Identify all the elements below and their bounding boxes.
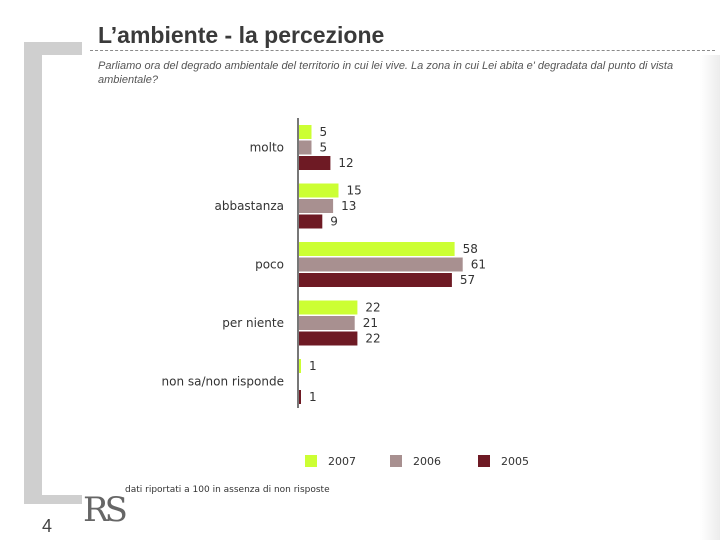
legend-label: 2005 [501,455,529,468]
data-label: 1 [309,359,317,373]
bar-2006 [298,199,334,213]
bar-2007 [298,183,339,198]
category-label: abbastanza [214,199,284,213]
data-label: 57 [460,273,475,287]
bar-2005 [298,214,323,229]
bar-2007 [298,300,358,315]
data-label: 5 [320,125,328,139]
bar-2005 [298,331,358,346]
company-logo: RS [83,490,128,530]
data-label: 61 [471,258,486,272]
decorative-bracket-inner [42,55,92,495]
data-label: 21 [363,316,378,330]
data-label: 15 [347,184,362,198]
category-label: molto [250,141,284,155]
bar-2006 [298,316,355,330]
legend-swatch [478,455,490,467]
bar-2007 [298,359,301,373]
data-label: 22 [365,301,380,315]
category-label: poco [255,258,284,272]
category-label: per niente [222,316,284,330]
bar-2006 [298,257,463,272]
bar-2006 [298,140,312,155]
bar-2005 [298,273,452,287]
data-label: 5 [320,141,328,155]
legend-label: 2007 [328,455,356,468]
footnote: dati riportati a 100 in assenza di non r… [125,485,330,495]
bar-2005 [298,390,301,404]
bar-2007 [298,242,455,256]
category-label: non sa/non risponde [162,375,284,389]
survey-question: Parliamo ora del degrado ambientale del … [98,60,674,86]
bar-2005 [298,156,331,170]
title-divider [90,50,715,51]
data-label: 12 [338,156,353,170]
legend-label: 2006 [413,455,441,468]
data-label: 22 [365,332,380,346]
data-label: 9 [330,215,338,229]
bar-2007 [298,125,312,139]
page-number: 4 [42,516,53,536]
legend-swatch [390,455,402,467]
page-title: L’ambiente - la percezione [98,22,385,48]
data-label: 58 [463,242,478,256]
decorative-right-shade [700,55,720,540]
legend-swatch [305,455,317,467]
data-label: 13 [341,199,356,213]
data-label: 1 [309,390,317,404]
